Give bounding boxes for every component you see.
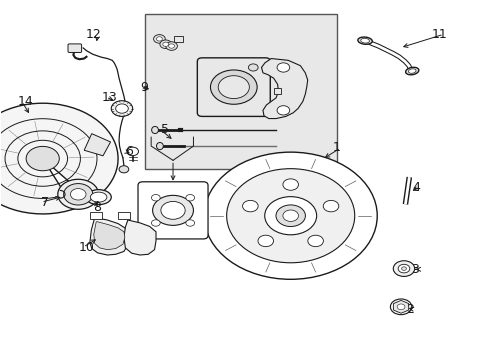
Circle shape: [210, 70, 257, 104]
Circle shape: [392, 261, 414, 276]
Circle shape: [203, 152, 376, 279]
Circle shape: [126, 147, 138, 156]
Circle shape: [323, 201, 338, 212]
Circle shape: [307, 235, 323, 247]
Text: 13: 13: [102, 91, 118, 104]
Circle shape: [185, 220, 194, 226]
FancyBboxPatch shape: [138, 182, 207, 239]
Text: 12: 12: [86, 28, 102, 41]
Circle shape: [264, 197, 316, 235]
Circle shape: [63, 184, 93, 205]
Circle shape: [397, 264, 409, 273]
Text: 11: 11: [431, 28, 447, 41]
Circle shape: [160, 40, 171, 49]
Text: 7: 7: [41, 195, 49, 209]
Circle shape: [283, 179, 298, 190]
Circle shape: [161, 202, 185, 219]
Circle shape: [283, 210, 298, 221]
Ellipse shape: [405, 67, 418, 75]
Circle shape: [277, 106, 289, 115]
Circle shape: [258, 235, 273, 247]
FancyBboxPatch shape: [68, 44, 81, 53]
Polygon shape: [94, 222, 124, 249]
Ellipse shape: [151, 126, 158, 134]
Text: 3: 3: [410, 263, 418, 276]
Bar: [118, 212, 129, 219]
Ellipse shape: [357, 37, 371, 44]
Circle shape: [165, 42, 177, 50]
Ellipse shape: [407, 69, 415, 73]
Circle shape: [389, 299, 411, 315]
Text: 5: 5: [161, 123, 168, 136]
FancyBboxPatch shape: [197, 58, 270, 116]
Circle shape: [163, 42, 168, 46]
Bar: [90, 212, 102, 219]
Circle shape: [119, 166, 128, 173]
Circle shape: [26, 147, 59, 171]
Wedge shape: [0, 103, 118, 214]
Circle shape: [156, 37, 162, 41]
Text: 10: 10: [79, 240, 95, 254]
Ellipse shape: [90, 192, 107, 202]
Circle shape: [153, 35, 165, 43]
Text: 14: 14: [18, 95, 34, 108]
Circle shape: [151, 220, 160, 226]
Circle shape: [151, 194, 160, 201]
Ellipse shape: [156, 143, 163, 150]
Text: 9: 9: [140, 81, 148, 94]
Text: 1: 1: [332, 141, 340, 154]
Polygon shape: [123, 220, 156, 255]
Polygon shape: [393, 300, 408, 313]
Circle shape: [116, 104, 128, 113]
Circle shape: [111, 101, 132, 116]
Text: 4: 4: [412, 181, 420, 194]
Text: 8: 8: [93, 201, 101, 214]
Circle shape: [401, 267, 406, 270]
Circle shape: [277, 63, 289, 72]
Circle shape: [70, 189, 86, 200]
Ellipse shape: [360, 38, 368, 43]
Circle shape: [242, 201, 258, 212]
Circle shape: [275, 205, 305, 226]
Bar: [174, 36, 183, 42]
Circle shape: [396, 304, 404, 310]
Circle shape: [152, 195, 193, 225]
Text: 2: 2: [405, 303, 413, 316]
Circle shape: [218, 76, 249, 99]
Bar: [144, 14, 336, 169]
Ellipse shape: [86, 190, 111, 204]
Text: 6: 6: [125, 145, 133, 158]
Polygon shape: [90, 217, 127, 255]
Circle shape: [185, 194, 194, 201]
Polygon shape: [261, 59, 307, 118]
Bar: [273, 88, 281, 94]
Circle shape: [168, 44, 174, 48]
Circle shape: [226, 169, 354, 263]
Circle shape: [58, 179, 99, 209]
Polygon shape: [84, 134, 110, 156]
Circle shape: [248, 64, 258, 71]
